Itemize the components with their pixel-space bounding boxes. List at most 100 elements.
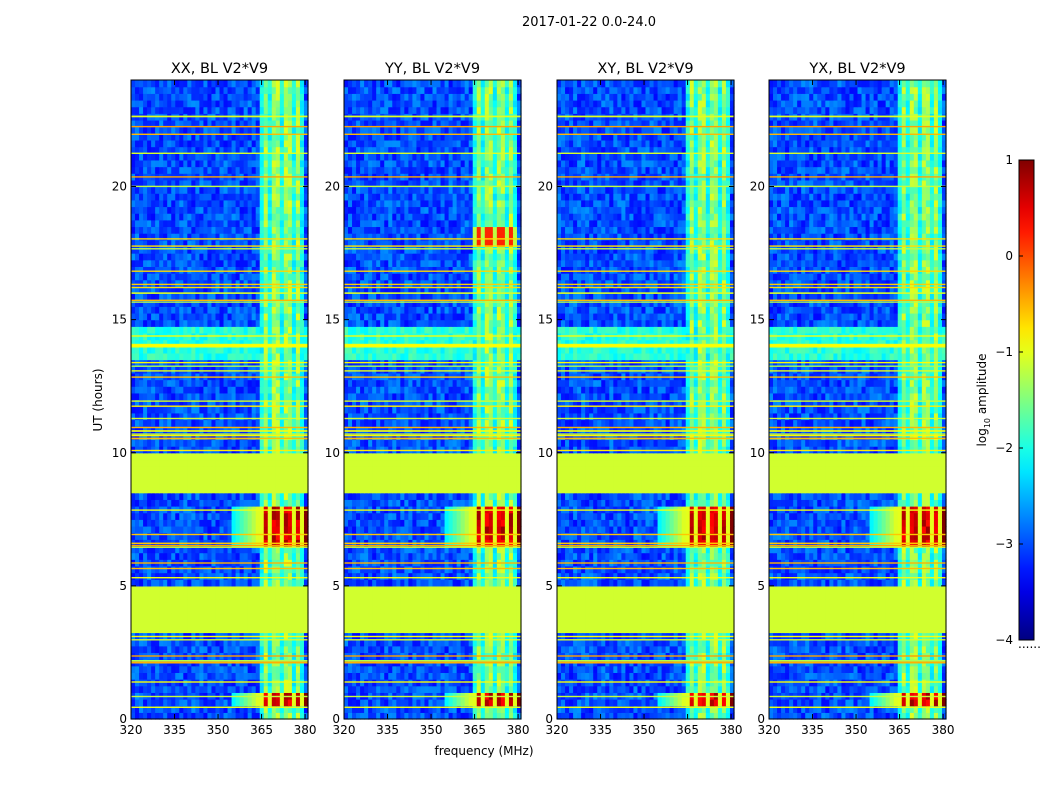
heatmap-cell bbox=[220, 220, 225, 227]
heatmap-cell bbox=[388, 619, 393, 626]
heatmap-cell bbox=[256, 206, 261, 213]
heatmap-cell bbox=[220, 313, 225, 320]
heatmap-cell bbox=[260, 107, 265, 114]
heatmap-cell bbox=[215, 200, 220, 207]
heatmap-cell bbox=[207, 107, 212, 114]
heatmap-cell bbox=[215, 519, 220, 526]
heatmap-cell bbox=[268, 187, 273, 194]
heatmap-cell bbox=[280, 586, 285, 593]
heatmap-cell bbox=[139, 513, 144, 520]
heatmap-cell bbox=[296, 326, 301, 333]
heatmap-cell bbox=[433, 699, 438, 706]
heatmap-cell bbox=[203, 533, 208, 540]
heatmap-cell bbox=[252, 213, 257, 220]
heatmap-cell bbox=[300, 526, 305, 533]
heatmap-cell bbox=[199, 100, 204, 107]
heatmap-cell bbox=[199, 646, 204, 653]
heatmap-cell bbox=[135, 193, 140, 200]
heatmap-cell bbox=[135, 453, 140, 460]
heatmap-cell bbox=[256, 380, 261, 387]
heatmap-cell bbox=[207, 526, 212, 533]
heatmap-cell bbox=[187, 619, 192, 626]
heatmap-cell bbox=[155, 486, 160, 493]
heatmap-cell bbox=[505, 672, 510, 679]
heatmap-cell bbox=[268, 586, 273, 593]
heatmap-cell bbox=[272, 479, 277, 486]
heatmap-cell bbox=[376, 619, 381, 626]
heatmap-cell bbox=[280, 579, 285, 586]
heatmap-cell bbox=[252, 573, 257, 580]
heatmap-cell bbox=[199, 419, 204, 426]
heatmap-cell bbox=[131, 353, 136, 360]
heatmap-cell bbox=[203, 666, 208, 673]
heatmap-cell bbox=[256, 167, 261, 174]
heatmap-cell bbox=[163, 366, 168, 373]
heatmap-cell bbox=[260, 519, 265, 526]
heatmap-cell bbox=[147, 513, 152, 520]
heatmap-cell bbox=[203, 380, 208, 387]
heatmap-cell bbox=[228, 593, 233, 600]
heatmap-cell bbox=[179, 553, 184, 560]
heatmap-cell bbox=[183, 187, 188, 194]
heatmap-cell bbox=[497, 626, 502, 633]
heatmap-cell bbox=[151, 419, 156, 426]
heatmap-cell bbox=[139, 246, 144, 253]
heatmap-cell bbox=[211, 87, 216, 94]
heatmap-cell bbox=[207, 499, 212, 506]
heatmap-cell bbox=[183, 260, 188, 267]
heatmap-cell bbox=[481, 626, 486, 633]
heatmap-cell bbox=[159, 153, 164, 160]
heatmap-cell bbox=[228, 672, 233, 679]
heatmap-cell bbox=[268, 253, 273, 260]
heatmap-cell bbox=[159, 613, 164, 620]
heatmap-cell bbox=[215, 513, 220, 520]
heatmap-cell bbox=[135, 499, 140, 506]
heatmap-cell bbox=[236, 479, 241, 486]
heatmap-cell bbox=[179, 646, 184, 653]
heatmap-cell bbox=[207, 380, 212, 387]
heatmap-cell bbox=[236, 127, 241, 134]
heatmap-cell bbox=[195, 533, 200, 540]
heatmap-cell bbox=[256, 313, 261, 320]
heatmap-cell bbox=[175, 613, 180, 620]
heatmap-cell bbox=[292, 160, 297, 167]
heatmap-cell bbox=[284, 499, 289, 506]
heatmap-cell bbox=[191, 499, 196, 506]
heatmap-cell bbox=[179, 100, 184, 107]
heatmap-cell bbox=[167, 553, 172, 560]
heatmap-cell bbox=[264, 366, 269, 373]
heatmap-cell bbox=[493, 672, 498, 679]
heatmap-cell bbox=[175, 672, 180, 679]
heatmap-cell bbox=[151, 573, 156, 580]
heatmap-cell bbox=[228, 353, 233, 360]
heatmap-cell bbox=[131, 107, 136, 114]
heatmap-cell bbox=[187, 87, 192, 94]
heatmap-cell bbox=[296, 606, 301, 613]
heatmap-cell bbox=[143, 266, 148, 273]
heatmap-cell bbox=[171, 140, 176, 147]
heatmap-cell bbox=[256, 519, 261, 526]
rfi-line bbox=[131, 430, 308, 431]
heatmap-cell bbox=[404, 686, 409, 693]
heatmap-cell bbox=[151, 466, 156, 473]
heatmap-cell bbox=[236, 220, 241, 227]
heatmap-cell bbox=[268, 686, 273, 693]
heatmap-cell bbox=[296, 266, 301, 273]
heatmap-cell bbox=[220, 566, 225, 573]
heatmap-cell bbox=[183, 293, 188, 300]
heatmap-cell bbox=[236, 107, 241, 114]
heatmap-cell bbox=[195, 87, 200, 94]
heatmap-cell bbox=[220, 306, 225, 313]
heatmap-cell bbox=[179, 386, 184, 393]
heatmap-cell bbox=[155, 666, 160, 673]
heatmap-cell bbox=[224, 266, 229, 273]
heatmap-cell bbox=[179, 699, 184, 706]
heatmap-cell bbox=[175, 479, 180, 486]
heatmap-cell bbox=[300, 93, 305, 100]
heatmap-cell bbox=[292, 486, 297, 493]
heatmap-cell bbox=[171, 646, 176, 653]
heatmap-cell bbox=[292, 686, 297, 693]
heatmap-cell bbox=[240, 553, 245, 560]
heatmap-cell bbox=[224, 699, 229, 706]
heatmap-cell bbox=[187, 320, 192, 327]
